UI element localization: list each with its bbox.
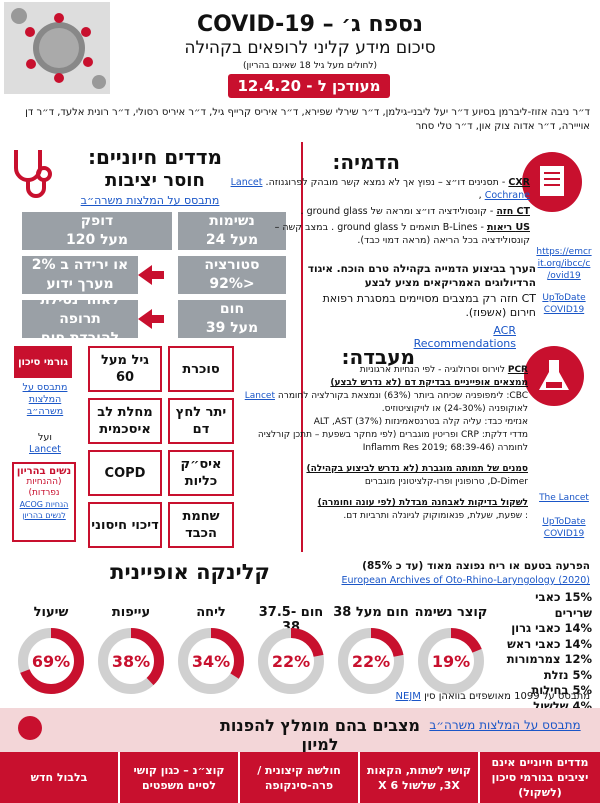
lab-title: מעבדה: (341, 345, 416, 369)
triage-unstable-vitals: מדדים חיוניים אינם יציבים בגורמי סיכון (… (480, 752, 600, 803)
vital-breaths: נשימות מעל 24 (178, 212, 286, 250)
imaging-ct-note: CT חזה רק במצבים מסויימים במסגרת רפואת ח… (322, 292, 536, 319)
lab-flask-icon (524, 346, 584, 406)
donut-slice (338, 628, 404, 694)
imaging-title: הדמיה: (332, 150, 400, 174)
donut-label: שיעול (33, 605, 69, 620)
list-item: 5% בחילות (531, 683, 592, 697)
vital-saturation-drop: או ירידה ב 2% מערך ידוע (22, 256, 138, 294)
authors: ד״ר ניבה אזוז-ליברמן בסיוע ד״ר יעל ליבני… (25, 107, 590, 132)
audience-note: (לחולים מעל גיל 18 שאינם בהריון) (242, 61, 378, 71)
triage-dyspnea: קוצ״נ – כגון קושי לסיים משפטים (120, 752, 238, 803)
donut-value: 19% (432, 652, 470, 671)
anosmia-note: הפרעה בטעם או ריח נפוצה מאוד (עד כ 85%) (362, 560, 590, 572)
donut-value: 22% (352, 652, 390, 671)
risk-age: גיל מעל 60 (88, 346, 162, 392)
risk-copd: COPD (88, 450, 162, 496)
vital-pulse: דופק מעל 120 (22, 212, 172, 250)
page-subtitle: סיכום מידע קליני לרופאים בקהילה (184, 38, 436, 58)
donut-chart: 38% (98, 628, 164, 694)
donut-label: עייפות (111, 605, 151, 620)
risk-source-and: ועל (38, 432, 52, 443)
anosmia-source-link[interactable]: European Archives of Oto-Rhino-Laryngolo… (341, 575, 591, 586)
donut-label: ליחה (196, 605, 226, 620)
vitals-subtitle: חוסר יציבות (105, 170, 205, 191)
risk-kidney: איס״ק כליות (168, 450, 234, 496)
virus-illustration (4, 2, 110, 94)
donut-chart: 34% (178, 628, 244, 694)
pregnancy-box: נשים בהריון (ההנחיות נפרדות) הנחיות ACOG… (12, 462, 76, 542)
risk-hypertension: יתר לחץ דם (168, 398, 234, 444)
donut-slice (98, 628, 164, 694)
arrow-left-icon (150, 315, 164, 323)
list-item: 5% נזלת (543, 667, 592, 682)
donut-label: חום מעל 38 (333, 605, 409, 620)
clinical-title: קלינקה אופיינית (110, 560, 270, 584)
vitals-title: מדדים חיוניים: (87, 145, 223, 169)
donut-chart: 69% (18, 628, 84, 694)
acr-link[interactable]: ACR Recommendations (413, 324, 516, 350)
donut-slice (178, 628, 244, 694)
symptom-list: 15% כאבי שרירים 14% כאבי גרון 14% כאבי ר… (500, 590, 592, 714)
page-title: נספח ג׳ – COVID-19 (197, 12, 423, 37)
risk-tag: גורמי סיכון (14, 346, 72, 378)
donut-label: קוצר נשימה (414, 605, 488, 620)
donut-slice (18, 628, 84, 694)
triage-bar (0, 708, 600, 752)
donut-chart: 22% (338, 628, 404, 694)
donut-slice (418, 628, 484, 694)
lab-text: PCR לוירוס וסרולוגיה - לפי הנחיות ארגוני… (244, 365, 528, 521)
source-note: מתבסס על 1099 מאושפזים בוואהן סין NEJM (395, 691, 591, 702)
triage-title: מצבים בהם מומלץ להפנות למיון (219, 716, 420, 754)
xray-document-icon (522, 152, 582, 212)
alert-dot-icon (18, 716, 42, 740)
lancet-link[interactable]: The Lancet (539, 493, 589, 503)
vital-fever: חום מעל 39 (178, 300, 286, 338)
triage-confusion: בלבול חדש (0, 752, 118, 803)
column-divider (301, 142, 303, 552)
donut-chart: 22% (258, 628, 324, 694)
vitals-source-link[interactable]: מתבסס על המלצות משרה״ב (80, 194, 220, 207)
donut-value: 34% (192, 652, 230, 671)
donut-chart: 19% (418, 628, 484, 694)
risk-source-link[interactable]: מתבסס על המלצות משרה״ב (22, 382, 68, 417)
stethoscope-icon (14, 150, 52, 198)
imaging-note: הערך בביצוע הדמייה בקהילה טרם הוכח. איגו… (307, 263, 536, 289)
list-item: 14% כאבי ראש (507, 636, 592, 651)
triage-source-link[interactable]: מתבסס על המלצות משרה״ב (429, 718, 581, 732)
imaging-text: CXR - תסנינים דו״צ – נפוץ אך לא נמצא קשר… (230, 177, 530, 246)
donut-slice (258, 628, 324, 694)
vital-fever-note: לאחר נטילת תרופה להורדת חום (22, 292, 138, 346)
donut-value: 22% (272, 652, 310, 671)
list-item: 14% כאבי גרון (511, 621, 592, 635)
donut-value: 69% (32, 652, 70, 671)
risk-ischemic-heart: מחלת לב איסכמית (88, 398, 162, 444)
uptodate-link[interactable]: UpToDate COVID19 (542, 293, 586, 315)
list-item: 15% כאבי שרירים (535, 590, 592, 620)
risk-immunosuppression: דיכוי חיסוני (88, 502, 162, 548)
list-item: 12% צמרמורות (506, 652, 592, 666)
risk-diabetes: סוכרת (168, 346, 234, 392)
risk-lancet-link[interactable]: Lancet (29, 444, 61, 455)
risk-cirrhosis: שחמת הכבד (168, 502, 234, 548)
uptodate-lab-link[interactable]: UpToDate COVID19 (542, 517, 586, 539)
donut-value: 38% (112, 652, 150, 671)
updated-badge: מעודכן ל - 12.4.20 (228, 74, 390, 98)
triage-dehydration: קושי לשתות, הקאות 3X, שלשול 6 X (360, 752, 478, 803)
vital-saturation: סטורציה <92% (178, 256, 286, 294)
arrow-left-icon (150, 271, 164, 279)
triage-weakness: חולשה קיצונית / פרה-סינקופה (240, 752, 358, 803)
emcrit-link[interactable]: https://emcrit.org/ibcc/covid19/ (536, 247, 592, 281)
